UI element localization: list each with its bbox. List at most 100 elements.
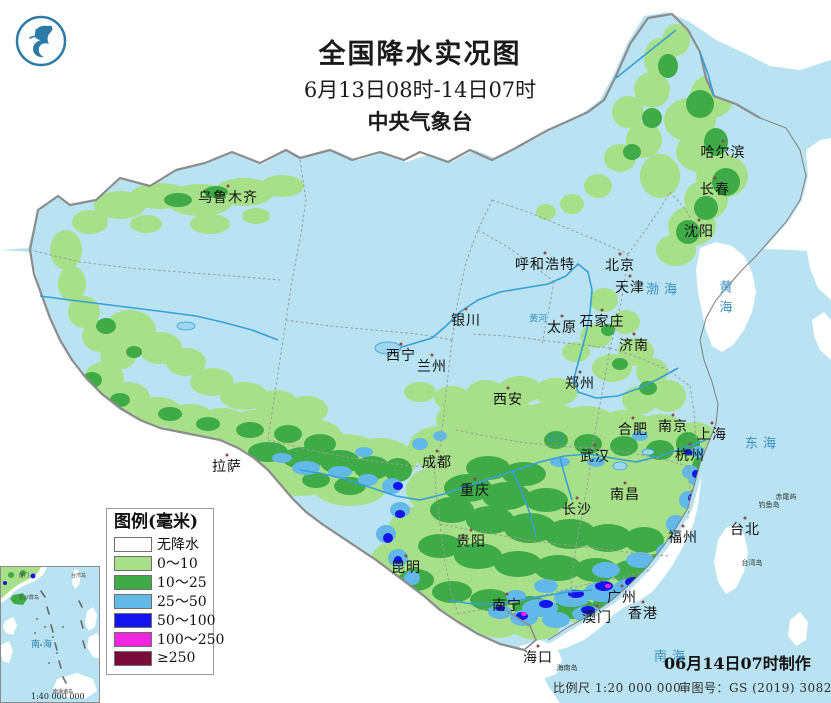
island-label: 赤尾屿 [775,493,797,501]
city-label: 拉萨 [212,459,242,475]
inset-label-xiamen: 厦门 [19,572,29,579]
city-label: 呼和浩特 [515,257,575,273]
legend-label: ≥250 [157,650,196,667]
city-label: 香港 [628,606,658,622]
legend-swatch [114,650,152,666]
city-marker-dot [710,421,714,425]
legend-row: 10～25 [114,573,207,592]
city-label: 合肥 [618,422,648,438]
city-marker-dot [473,477,477,481]
title-period: 6月13日08时-14日07时 [303,77,537,102]
city-marker-dot [469,528,473,532]
city-label: 澳门 [582,610,612,626]
city-label: 杭州 [675,448,705,464]
city-label: 重庆 [460,483,490,499]
city-label: 银川 [451,313,481,329]
legend-row: 0～10 [114,554,207,573]
river-label: 黄河 [528,314,548,325]
city-marker-dot [743,516,747,520]
legend-rows: 无降水 0～10 10～25 25～50 50～100 100～250 ≥250 [114,535,224,668]
legend-swatch [114,631,152,647]
island-label: 钓鱼岛 [758,501,780,509]
city-label: 济南 [619,338,649,354]
city-label: 乌鲁木齐 [198,190,258,206]
city-marker-dot [593,443,597,447]
inset-note: 南海诸岛 [53,688,73,695]
inset-sea-label: 南海 [31,638,55,650]
city-label: 福州 [668,530,698,546]
inset-label-dongsha: 东沙群岛 [19,594,39,601]
city-marker-dot [697,218,701,222]
city-label: 成都 [422,455,452,471]
city-label: 昆明 [391,560,421,576]
legend-swatch [114,593,152,609]
legend-swatch [114,612,152,628]
legend-label: 10～25 [157,575,207,592]
city-marker-dot [671,413,675,417]
legend-label: 0～10 [157,556,198,573]
island-label: 台湾岛 [741,559,763,567]
legend-row: 无降水 [114,535,207,554]
city-marker-dot [632,332,636,336]
sea-label: 南海 [653,649,691,665]
city-label: 海口 [523,650,553,666]
city-marker-dot [560,314,564,318]
page-title: 全国降水实况图 [318,39,522,70]
city-label: 北京 [605,258,635,274]
city-label: 沈阳 [684,224,714,240]
map-scale-text: 比例尺 1:20 000 000 [553,681,682,695]
city-marker-dot [721,139,725,143]
city-marker-dot [543,251,547,255]
city-marker-dot [600,308,604,312]
city-marker-dot [620,584,624,588]
city-label: 长春 [700,182,730,198]
sea-label: 黄海 [716,280,732,320]
city-marker-dot [688,442,692,446]
city-marker-dot [575,496,579,500]
city-marker-dot [399,342,403,346]
city-label: 长沙 [562,502,592,518]
city-marker-dot [628,274,632,278]
city-label: 天津 [615,280,645,296]
city-marker-dot [713,176,717,180]
legend-row: 50～100 [114,611,216,630]
city-label: 西宁 [386,348,416,364]
legend-title: 图例(毫米) [114,512,199,532]
legend-row: ≥250 [114,649,207,668]
production-time: 06月14日07时制作 [664,654,811,673]
legend-label: 无降水 [157,537,199,554]
city-marker-dot [536,644,540,648]
city-marker-dot [225,453,229,457]
city-label: 哈尔滨 [700,145,746,161]
city-marker-dot [506,386,510,390]
legend-label: 100～250 [157,632,225,649]
inset-label-taiwan: 台湾岛 [71,572,86,579]
legend-label: 25～50 [157,594,207,611]
city-marker-dot [641,600,645,604]
city-marker-dot [681,524,685,528]
city-marker-dot [430,353,434,357]
legend-row: 25～50 [114,592,207,611]
title-issuer: 中央气象台 [367,109,473,135]
city-label: 兰州 [417,359,447,375]
city-label: 石家庄 [579,314,625,330]
legend-row: 100～250 [114,630,224,649]
title-block: 全国降水实况图 6月13日08时-14日07时 中央气象台 [255,38,585,137]
legend-swatch [114,555,152,571]
city-marker-dot [631,416,635,420]
city-label: 太原 [547,320,577,336]
city-label: 广州 [607,590,637,606]
cma-dragon-logo [14,14,68,68]
sea-label: 渤海 [645,282,683,298]
legend-swatch [114,574,152,590]
legend-label: 50～100 [157,613,216,630]
city-label: 贵阳 [456,534,486,550]
city-label: 西安 [493,392,523,408]
city-marker-dot [435,449,439,453]
legend-panel: 图例(毫米) 无降水 0～10 10～25 25～50 50～100 100～250 ≥25… [106,508,224,675]
city-label: 南昌 [610,487,640,503]
city-label: 台北 [730,522,760,538]
inset-map-graphic: 南海 南海诸岛 厦门 台湾岛 东沙群岛 [1,567,99,702]
